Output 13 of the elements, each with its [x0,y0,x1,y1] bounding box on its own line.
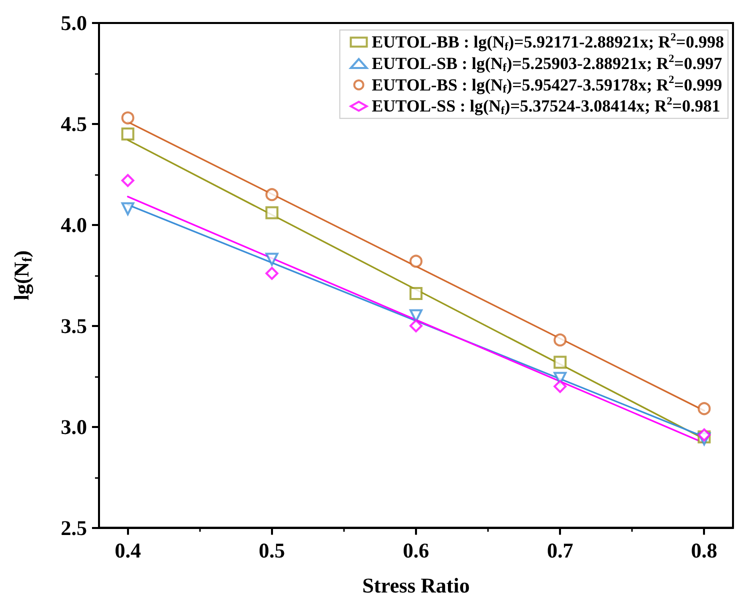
y-tick-label: 2.5 [60,516,87,540]
y-axis-title: lg(Nf) [9,250,35,300]
x-tick-label: 0.8 [691,538,718,562]
y-tick-label: 4.5 [60,112,87,136]
x-tick-label: 0.6 [402,538,430,562]
y-tick-label: 3.5 [60,314,87,338]
x-axis-title: Stress Ratio [362,574,470,598]
x-tick-label: 0.4 [114,538,142,562]
y-tick-label: 3.0 [60,414,87,439]
y-tick-label: 5.0 [60,11,87,35]
y-tick-label: 4.0 [60,212,87,237]
x-tick-label: 0.7 [546,538,574,562]
x-tick-label: 0.5 [258,538,286,562]
